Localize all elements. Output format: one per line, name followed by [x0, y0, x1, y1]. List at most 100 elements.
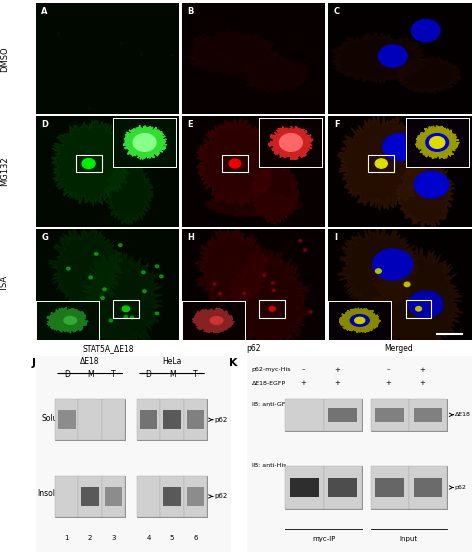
Bar: [328, 408, 357, 422]
Circle shape: [124, 315, 128, 318]
Text: +: +: [301, 381, 306, 386]
Bar: [163, 411, 181, 429]
Bar: [79, 476, 102, 517]
Text: Input: Input: [400, 536, 418, 542]
Text: A: A: [41, 7, 48, 16]
Bar: [371, 466, 447, 509]
Circle shape: [411, 20, 440, 42]
Circle shape: [142, 271, 145, 273]
Circle shape: [101, 297, 104, 299]
Bar: [184, 476, 207, 517]
Bar: [102, 399, 125, 440]
Polygon shape: [227, 248, 309, 353]
Bar: [324, 399, 362, 431]
Polygon shape: [242, 55, 309, 94]
Text: 6: 6: [193, 535, 198, 541]
Bar: [105, 487, 122, 506]
Text: T: T: [193, 371, 198, 379]
Circle shape: [373, 249, 413, 280]
Bar: [371, 399, 447, 431]
Circle shape: [243, 292, 246, 295]
Text: p62: p62: [214, 493, 227, 499]
Bar: [285, 466, 324, 509]
Text: –: –: [301, 367, 305, 373]
Polygon shape: [104, 162, 154, 224]
Circle shape: [229, 159, 241, 168]
Bar: [187, 411, 204, 429]
Polygon shape: [337, 115, 428, 210]
Circle shape: [155, 312, 159, 315]
Text: p62: p62: [246, 344, 261, 353]
Circle shape: [219, 292, 221, 295]
Text: D: D: [146, 371, 152, 379]
Bar: [58, 411, 75, 429]
Circle shape: [299, 239, 302, 242]
Text: M: M: [87, 371, 93, 379]
Polygon shape: [396, 56, 461, 94]
Text: E: E: [188, 121, 193, 129]
Text: ΔE18: ΔE18: [81, 357, 100, 365]
Polygon shape: [397, 158, 455, 228]
Text: J: J: [32, 358, 36, 368]
Circle shape: [404, 282, 410, 287]
Polygon shape: [51, 120, 130, 207]
Text: myc-IP: myc-IP: [312, 536, 335, 542]
Text: B: B: [188, 7, 194, 16]
Text: T: T: [111, 371, 116, 379]
Bar: [375, 408, 404, 422]
Polygon shape: [79, 249, 163, 352]
Bar: [82, 487, 99, 506]
Bar: [222, 155, 248, 172]
Text: IB: anti-His: IB: anti-His: [252, 463, 286, 468]
Circle shape: [94, 253, 98, 255]
Text: D: D: [64, 371, 70, 379]
Text: p62: p62: [214, 417, 227, 423]
Text: 1: 1: [64, 535, 69, 541]
Bar: [285, 466, 362, 509]
Text: 3: 3: [111, 535, 116, 541]
Bar: [79, 399, 102, 440]
Circle shape: [143, 290, 146, 292]
Bar: [160, 476, 184, 517]
Circle shape: [269, 306, 275, 311]
Text: H: H: [188, 233, 194, 242]
Bar: [137, 476, 207, 517]
Text: +: +: [419, 367, 425, 373]
Bar: [375, 478, 404, 497]
Text: C: C: [334, 7, 340, 16]
Bar: [55, 399, 79, 440]
Polygon shape: [251, 162, 300, 225]
Bar: [371, 399, 409, 431]
Circle shape: [309, 311, 312, 313]
Bar: [137, 476, 160, 517]
Text: 4: 4: [146, 535, 151, 541]
Bar: [55, 399, 125, 440]
Text: ΔE18-EGFP: ΔE18-EGFP: [252, 381, 286, 386]
Text: I: I: [334, 233, 337, 242]
Circle shape: [82, 158, 95, 169]
Bar: [324, 466, 362, 509]
Text: TSA: TSA: [0, 276, 9, 292]
Text: IB: anti-GFP: IB: anti-GFP: [252, 402, 289, 407]
Bar: [371, 466, 409, 509]
Circle shape: [272, 289, 275, 291]
Circle shape: [375, 159, 387, 168]
Circle shape: [130, 316, 134, 319]
Bar: [368, 155, 394, 172]
Bar: [55, 476, 79, 517]
Circle shape: [155, 265, 159, 268]
Text: K: K: [229, 358, 238, 368]
Bar: [140, 411, 157, 429]
Text: HeLa: HeLa: [163, 357, 182, 365]
Bar: [187, 487, 204, 506]
Circle shape: [378, 45, 407, 67]
Bar: [409, 399, 447, 431]
Bar: [102, 476, 125, 517]
Bar: [163, 487, 181, 506]
Bar: [285, 399, 324, 431]
Text: Soluble: Soluble: [41, 414, 70, 423]
Circle shape: [383, 133, 417, 160]
Text: +: +: [419, 381, 425, 386]
Circle shape: [118, 244, 122, 247]
Bar: [259, 300, 285, 318]
